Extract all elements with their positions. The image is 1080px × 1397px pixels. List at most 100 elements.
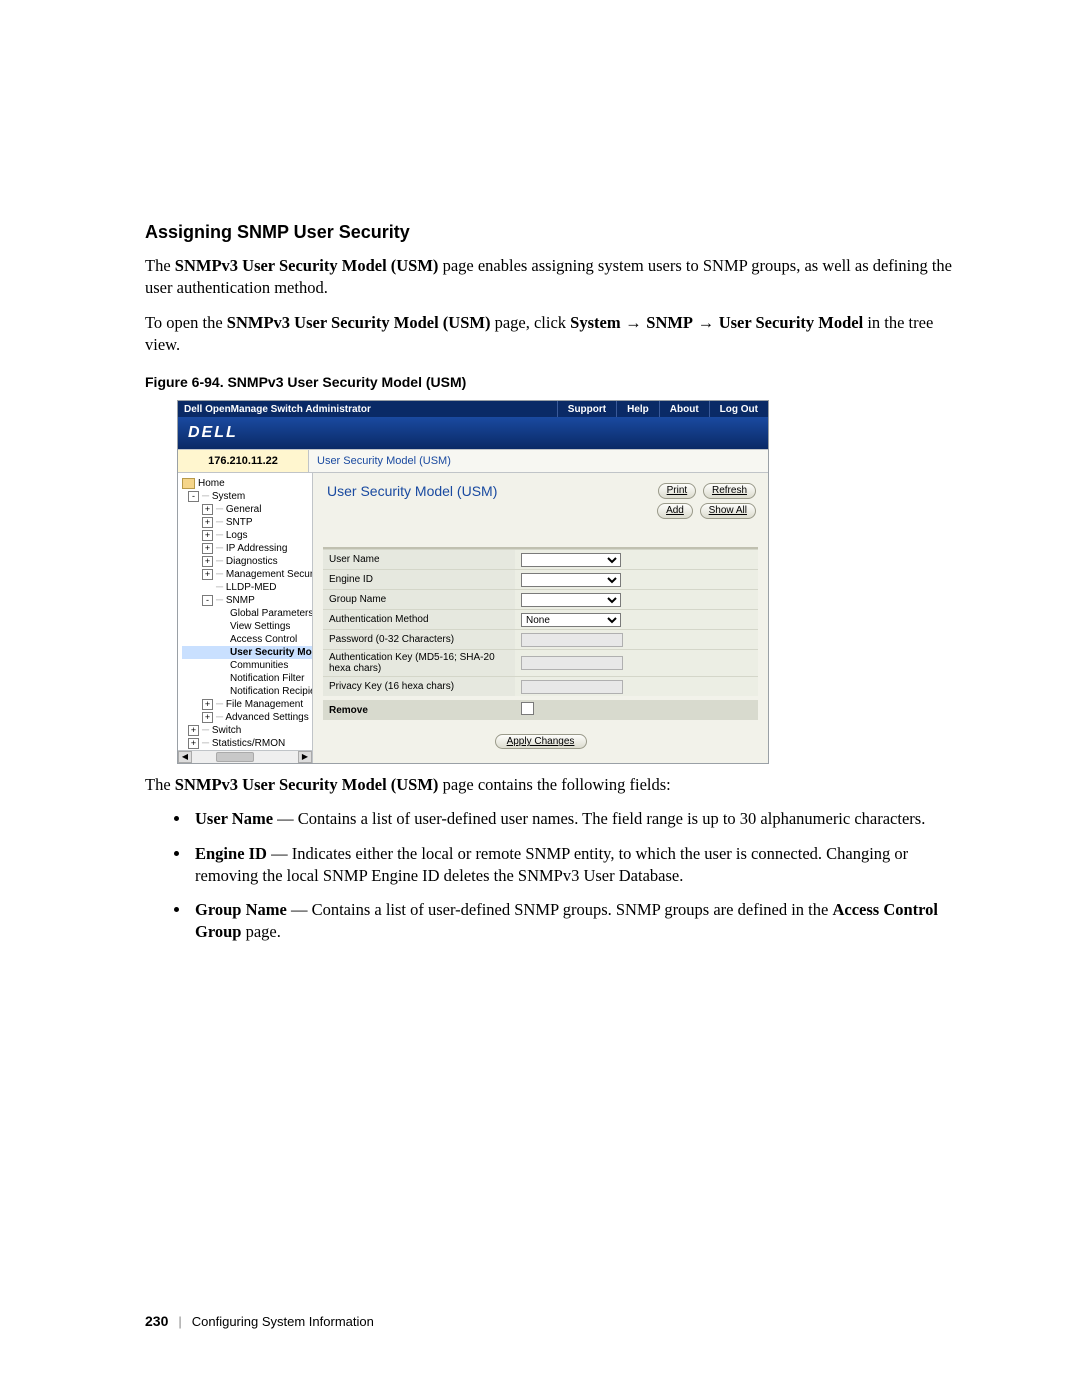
tree-label: LLDP-MED [226,582,277,593]
add-button[interactable]: Add [657,503,693,519]
tree-notification-filter[interactable]: Notification Filter [182,672,312,685]
tree-connector: ─ [216,543,226,554]
collapse-icon[interactable]: - [188,491,199,502]
tree-logs[interactable]: +─ Logs [182,529,312,542]
show-all-button[interactable]: Show All [700,503,756,519]
row-group-name: Group Name [323,590,758,610]
remove-checkbox[interactable] [521,702,534,715]
tree-label: Home [198,478,225,489]
refresh-button[interactable]: Refresh [703,483,756,499]
intro-para-1: The SNMPv3 User Security Model (USM) pag… [145,255,960,300]
tree-communities[interactable]: Communities [182,659,312,672]
tree-home[interactable]: Home [182,477,312,490]
tree-label: Switch [212,725,241,736]
tree-connector: ─ [202,738,212,749]
text: page contains the following fields: [438,775,670,794]
expand-icon[interactable]: + [188,738,199,749]
tree-lldp[interactable]: ─ LLDP-MED [182,581,312,594]
user-name-select[interactable] [521,553,621,567]
screenshot: Dell OpenManage Switch Administrator Sup… [177,400,769,764]
privacy-key-input[interactable] [521,680,623,694]
expand-icon[interactable]: + [202,543,213,554]
tree-user-security-model[interactable]: User Security Mode [182,646,312,659]
tree-label: User Security Mode [230,647,313,658]
logout-link[interactable]: Log Out [709,401,768,417]
expand-icon[interactable]: + [188,725,199,736]
field-name: User Name [195,809,273,828]
auth-method-select[interactable]: None [521,613,621,627]
engine-id-select[interactable] [521,573,621,587]
window-titlebar: Dell OpenManage Switch Administrator Sup… [178,401,768,417]
tree-connector: ─ [216,530,226,541]
label-auth-method: Authentication Method [323,610,515,630]
support-link[interactable]: Support [557,401,616,417]
tree-label: File Management [226,699,303,710]
scroll-left-icon[interactable]: ◀ [178,751,192,763]
tree-label: Notification Recipien [230,686,313,697]
auth-key-input[interactable] [521,656,623,670]
tree-global-params[interactable]: Global Parameters [182,607,312,620]
chapter-name: Configuring System Information [192,1314,374,1329]
expand-icon[interactable]: + [202,504,213,515]
tree-diagnostics[interactable]: +─ Diagnostics [182,555,312,568]
tree-stats[interactable]: +─ Statistics/RMON [182,737,312,750]
scroll-right-icon[interactable]: ▶ [298,751,312,763]
field-name: Group Name [195,900,287,919]
field-desc: page. [241,922,280,941]
tree-scrollbar[interactable]: ◀ ▶ [178,750,312,763]
section-heading: Assigning SNMP User Security [145,222,960,243]
tree-snmp[interactable]: -─ SNMP [182,594,312,607]
tree-label: View Settings [230,621,290,632]
about-link[interactable]: About [659,401,709,417]
tree-notification-recipient[interactable]: Notification Recipien [182,685,312,698]
expand-icon[interactable]: + [202,517,213,528]
expand-icon[interactable]: + [202,699,213,710]
tree-connector: ─ [216,504,226,515]
row-auth-key: Authentication Key (MD5-16; SHA-20 hexa … [323,650,758,677]
collapse-icon[interactable]: - [202,595,213,606]
group-name-select[interactable] [521,593,621,607]
figure-caption: Figure 6-94. SNMPv3 User Security Model … [145,374,960,390]
text: To open the [145,313,227,332]
tree-label: IP Addressing [226,543,288,554]
tree-view-settings[interactable]: View Settings [182,620,312,633]
help-link[interactable]: Help [616,401,659,417]
fields-intro: The SNMPv3 User Security Model (USM) pag… [145,774,960,796]
tree-label: System [212,491,245,502]
expand-icon[interactable]: + [202,569,213,580]
tree-connector: ─ [216,569,226,580]
tree-switch[interactable]: +─ Switch [182,724,312,737]
tree-advanced[interactable]: +─ Advanced Settings [182,711,312,724]
scroll-thumb[interactable] [216,752,254,762]
field-name: Engine ID [195,844,267,863]
tree-file-mgmt[interactable]: +─ File Management [182,698,312,711]
expand-icon[interactable]: + [202,712,213,723]
expand-icon[interactable]: + [202,530,213,541]
arrow-icon: → [693,314,719,332]
tree-connector: ─ [216,699,226,710]
text: The [145,775,175,794]
tree-general[interactable]: +─ General [182,503,312,516]
row-privacy-key: Privacy Key (16 hexa chars) [323,677,758,699]
field-desc: — Indicates either the local or remote S… [195,844,908,885]
tree-label: Diagnostics [226,556,278,567]
field-desc: — Contains a list of user-defined user n… [273,809,925,828]
tree-sntp[interactable]: +─ SNTP [182,516,312,529]
label-user-name: User Name [323,550,515,570]
tree-system[interactable]: -─ System [182,490,312,503]
tree-mgmt-security[interactable]: +─ Management Security [182,568,312,581]
label-privacy-key: Privacy Key (16 hexa chars) [323,677,515,699]
apply-changes-button[interactable]: Apply Changes [495,734,587,749]
tree-connector: ─ [216,517,226,528]
tree-access-control[interactable]: Access Control [182,633,312,646]
label-engine-id: Engine ID [323,570,515,590]
password-input[interactable] [521,633,623,647]
dell-logo: DELL [178,417,768,449]
expand-icon[interactable]: + [202,556,213,567]
footer-separator: | [178,1314,181,1329]
tree-connector: ─ [216,582,226,593]
tree-ip[interactable]: +─ IP Addressing [182,542,312,555]
print-button[interactable]: Print [658,483,697,499]
row-password: Password (0-32 Characters) [323,630,758,650]
arrow-icon: → [621,314,647,332]
